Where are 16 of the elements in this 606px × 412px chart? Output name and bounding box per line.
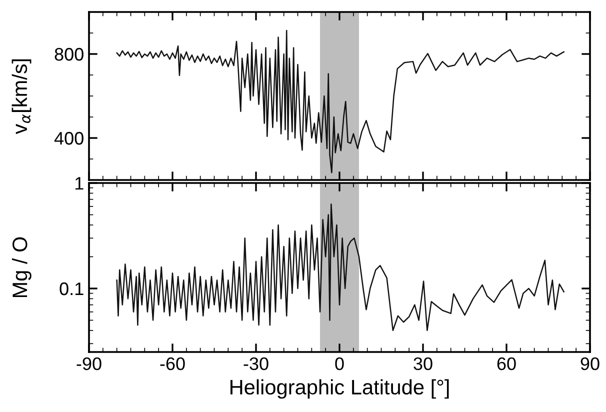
x-tick-label: -30 — [244, 357, 268, 370]
y-tick-label: 0.1 — [60, 282, 84, 296]
x-tick-label: 30 — [414, 357, 432, 370]
line-series — [116, 30, 564, 174]
x-tick-label: 60 — [497, 357, 516, 370]
line-series — [116, 204, 564, 332]
y-tick-label: 400 — [54, 132, 84, 145]
x-axis-title: Heliographic Latitude [°] — [230, 379, 449, 399]
y-axis-title: Mg / O — [12, 237, 32, 298]
x-tick-label: -60 — [160, 357, 185, 370]
y-axis-title: v$_{α}$[km/s] — [12, 59, 32, 134]
y-tick-label: 800 — [54, 48, 84, 61]
x-tick-label: 0 — [335, 357, 344, 370]
x-tick-label: 90 — [580, 357, 600, 370]
x-tick-label: -90 — [76, 357, 102, 370]
y-tick-label: 1 — [75, 177, 84, 190]
